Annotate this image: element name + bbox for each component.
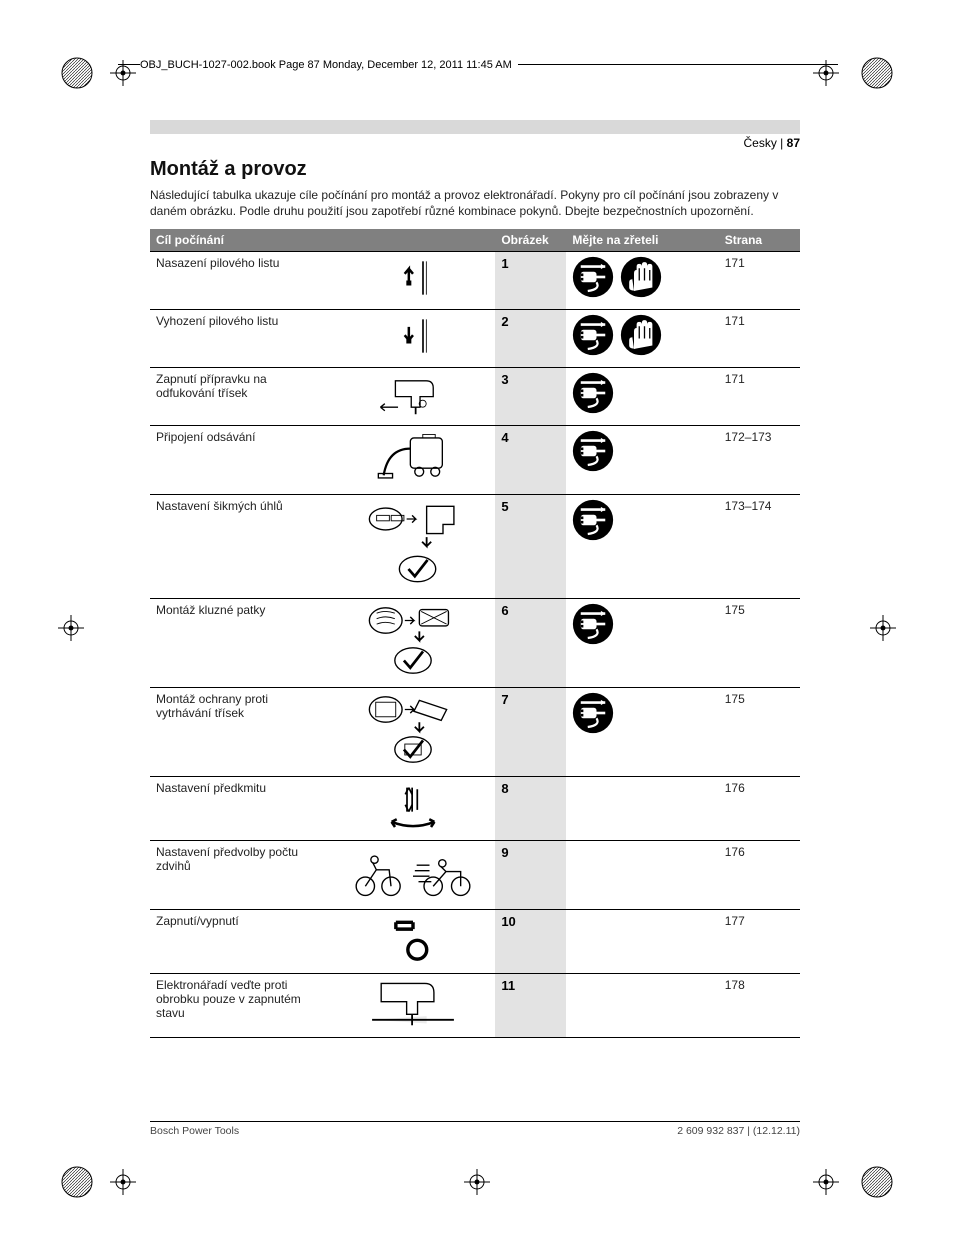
- unplug-icon: [572, 603, 614, 645]
- page-reference: 171: [719, 368, 800, 426]
- goal-text: Zapnutí přípravku na odfukování třísek: [156, 372, 326, 400]
- language-label: Česky: [744, 136, 777, 150]
- table-header-note: Mějte na zřeteli: [566, 229, 718, 252]
- crop-mark-icon: [860, 1165, 894, 1199]
- page-reference: 171: [719, 252, 800, 310]
- table-row: Zapnutí přípravku na odfukování třísek 3 1…: [150, 368, 800, 426]
- section-title: Montáž a provoz: [150, 158, 800, 181]
- footer-left: Bosch Power Tools: [150, 1125, 239, 1137]
- page-reference: 178: [719, 974, 800, 1038]
- table-row: Zapnutí/vypnutí 10 177: [150, 910, 800, 974]
- speed-preset-icon: [336, 845, 489, 903]
- figure-number: 1: [495, 252, 566, 310]
- goal-text: Montáž ochrany proti vytrhávání třísek: [156, 692, 326, 720]
- figure-number: 10: [495, 910, 566, 974]
- goal-text: Elektronářadí veďte proti obrobku pouze …: [156, 978, 326, 1020]
- goal-text: Zapnutí/vypnutí: [156, 914, 326, 928]
- table-row: Připojení odsávání 4 172–173: [150, 426, 800, 495]
- page-reference: 175: [719, 599, 800, 688]
- goal-text: Nastavení předvolby počtu zdvihů: [156, 845, 326, 873]
- page-reference: 173–174: [719, 495, 800, 599]
- goal-text: Nastavení šikmých úhlů: [156, 499, 326, 513]
- table-row: Vyhození pilového listu 2 171: [150, 310, 800, 368]
- register-mark-icon: [464, 1169, 490, 1195]
- goal-text: Nasazení pilového listu: [156, 256, 326, 270]
- goal-text: Vyhození pilového listu: [156, 314, 326, 328]
- page-reference: 176: [719, 841, 800, 910]
- page-reference: 175: [719, 688, 800, 777]
- glove-icon: [620, 256, 662, 298]
- glove-icon: [620, 314, 662, 356]
- unplug-icon: [572, 499, 614, 541]
- crop-mark-icon: [60, 56, 94, 90]
- intro-paragraph: Následující tabulka ukazuje cíle počínán…: [150, 187, 800, 219]
- table-row: Montáž ochrany proti vytrhávání třísek 7 1…: [150, 688, 800, 777]
- figure-number: 8: [495, 777, 566, 841]
- table-row: Nasazení pilového listu 1 171: [150, 252, 800, 310]
- page-reference: 177: [719, 910, 800, 974]
- figure-number: 2: [495, 310, 566, 368]
- top-gray-bar: [150, 120, 800, 134]
- language-page-indicator: Česky | 87: [150, 136, 800, 150]
- table-row: Montáž kluzné patky 6 175: [150, 599, 800, 688]
- page-footer: Bosch Power Tools 2 609 932 837 | (12.12…: [150, 1121, 800, 1137]
- table-row: Elektronářadí veďte proti obrobku pouze …: [150, 974, 800, 1038]
- glide-shoe-icon: [336, 603, 489, 681]
- goal-text: Nastavení předkmitu: [156, 781, 326, 795]
- figure-number: 6: [495, 599, 566, 688]
- table-row: Nastavení předkmitu 8 176: [150, 777, 800, 841]
- unplug-icon: [572, 256, 614, 298]
- page-reference: 176: [719, 777, 800, 841]
- unplug-icon: [572, 430, 614, 472]
- jigsaw-blow-icon: [336, 372, 489, 419]
- page-content: Česky | 87 Montáž a provoz Následující t…: [150, 120, 800, 1038]
- goal-text: Montáž kluzné patky: [156, 603, 326, 617]
- register-mark-icon: [813, 1169, 839, 1195]
- table-header-goal: Cíl počínání: [150, 229, 495, 252]
- blade-insert-icon: [336, 256, 489, 303]
- table-row: Nastavení šikmých úhlů 5 173–174: [150, 495, 800, 599]
- page-reference: 172–173: [719, 426, 800, 495]
- operations-table: Cíl počínání Obrázek Mějte na zřeteli St…: [150, 229, 800, 1038]
- figure-number: 7: [495, 688, 566, 777]
- splinter-guard-icon: [336, 692, 489, 770]
- figure-number: 11: [495, 974, 566, 1038]
- on-off-icon: [336, 914, 489, 967]
- table-row: Nastavení předvolby počtu zdvihů 9 176: [150, 841, 800, 910]
- page-number: 87: [787, 136, 800, 150]
- figure-number: 9: [495, 841, 566, 910]
- unplug-icon: [572, 692, 614, 734]
- table-header-figure: Obrázek: [495, 229, 566, 252]
- figure-number: 5: [495, 495, 566, 599]
- table-header-page: Strana: [719, 229, 800, 252]
- figure-number: 3: [495, 368, 566, 426]
- goal-text: Připojení odsávání: [156, 430, 326, 444]
- vacuum-icon: [336, 430, 489, 488]
- crop-mark-icon: [860, 56, 894, 90]
- blade-eject-icon: [336, 314, 489, 361]
- figure-number: 4: [495, 426, 566, 495]
- page-header-text: OBJ_BUCH-1027-002.book Page 87 Monday, D…: [140, 59, 518, 71]
- crop-mark-icon: [60, 1165, 94, 1199]
- register-mark-icon: [870, 615, 896, 641]
- footer-right: 2 609 932 837 | (12.12.11): [677, 1125, 800, 1137]
- register-mark-icon: [58, 615, 84, 641]
- orbital-icon: [336, 781, 489, 834]
- bevel-icon: [336, 499, 489, 592]
- page-reference: 171: [719, 310, 800, 368]
- unplug-icon: [572, 372, 614, 414]
- register-mark-icon: [110, 1169, 136, 1195]
- jigsaw-cut-icon: [336, 978, 489, 1031]
- unplug-icon: [572, 314, 614, 356]
